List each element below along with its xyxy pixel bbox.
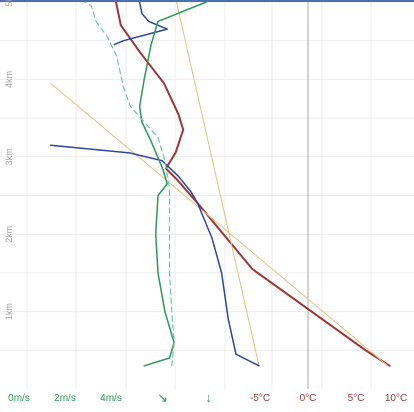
series-line-5 bbox=[138, 1, 208, 367]
series-line-3 bbox=[49, 144, 260, 367]
series-lines bbox=[49, 1, 391, 367]
series-line-6 bbox=[83, 1, 175, 367]
temp-tick-label: 10°C bbox=[385, 393, 407, 404]
series-line-0 bbox=[115, 1, 391, 367]
wind-direction-arrow: ↓ bbox=[205, 390, 212, 405]
series-line-4 bbox=[113, 1, 168, 46]
wind-direction-arrow: ↘ bbox=[157, 390, 168, 405]
y-tick-label: 2km bbox=[4, 226, 14, 243]
temp-tick-label: -5°C bbox=[250, 393, 270, 404]
axis-labels: 1km 2km 3km 4km 5k 0m/s 2m/s 4m/s ↘ ↓ -5°C 0°C 5°C 10… bbox=[4, 0, 407, 405]
y-tick-label: 5k bbox=[4, 0, 14, 7]
wind-tick-label: 0m/s bbox=[8, 393, 30, 404]
series-line-2 bbox=[176, 1, 260, 367]
y-tick-label: 3km bbox=[4, 148, 14, 165]
wind-tick-label: 4m/s bbox=[100, 393, 122, 404]
temp-tick-label: 0°C bbox=[300, 393, 317, 404]
y-tick-label: 1km bbox=[4, 303, 14, 320]
y-tick-label: 4km bbox=[4, 71, 14, 88]
grid-lines bbox=[0, 1, 414, 389]
wind-tick-label: 2m/s bbox=[54, 393, 76, 404]
temp-tick-label: 5°C bbox=[348, 393, 365, 404]
series-line-1 bbox=[50, 82, 389, 367]
